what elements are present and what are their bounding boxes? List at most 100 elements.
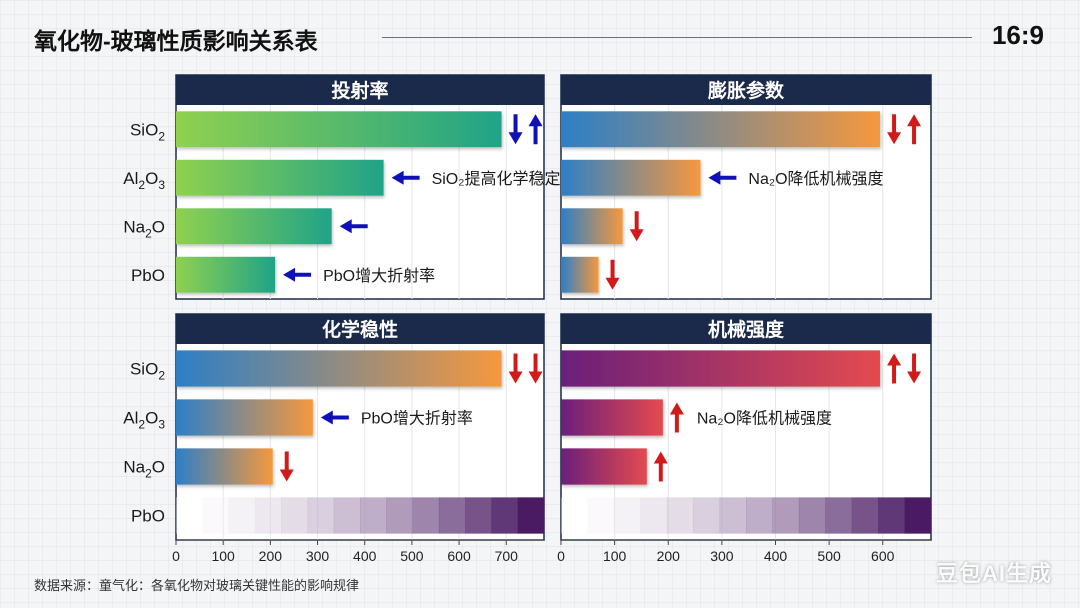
- panel-1-arrow-al2o3-0-head: [391, 170, 404, 185]
- panel-4-heatmap-cell: [613, 497, 641, 534]
- category-label-pbo: PbO: [131, 507, 165, 526]
- panel-4-x-tick-label: 400: [764, 548, 788, 564]
- panel-4-arrow-sio2-1: [907, 353, 922, 384]
- panel-4-x-tick-label: 600: [871, 548, 895, 564]
- panel-3-heatmap-cell: [465, 497, 492, 534]
- panel-4-heatmap-cell: [693, 497, 721, 534]
- panel-4-heatmap-cell: [719, 497, 747, 534]
- panel-4-heatmap-cell: [772, 497, 800, 534]
- panel-4-bar-sio2: [561, 350, 881, 387]
- panel-4-bar-al2o3: [561, 399, 663, 436]
- category-label-al2o3: Al2O3: [123, 409, 165, 432]
- panel-2-arrow-sio2-0: [887, 114, 902, 145]
- page-title: 氧化物-玻璃性质影响关系表: [34, 28, 318, 54]
- panel-3-heatmap-cell: [517, 497, 545, 534]
- panel-4-heatmap-cell: [904, 497, 932, 534]
- panel-4-heatmap-cell: [746, 497, 773, 534]
- panel-2-title: 膨胀参数: [707, 79, 785, 102]
- panel-3-heatmap-cell: [360, 497, 387, 534]
- panel-3-bar-sio2: [176, 350, 502, 387]
- panel-4-annotation-al2o3: Na₂O降低机械强度: [697, 410, 832, 428]
- panel-2-annotation-al2o3: Na₂O降低机械强度: [748, 170, 883, 188]
- panel-3-x-tick-label: 700: [495, 548, 519, 564]
- panel-3-heatmap-cell: [254, 497, 282, 534]
- panel-1-arrow-pbo-0-head: [283, 267, 296, 282]
- panel-3-heatmap-cell: [438, 497, 466, 534]
- panel-4-heatmap-cell: [851, 497, 879, 534]
- panel-2-arrow-na2o-0-head: [629, 229, 644, 242]
- panel-3-x-tick-label: 600: [447, 548, 471, 564]
- category-label-na2o: Na2O: [123, 458, 165, 481]
- panel-4-heatmap-cell: [640, 497, 668, 534]
- panel-4-arrow-na2o-0: [653, 451, 668, 482]
- panel-3-heatmap-cell: [412, 497, 440, 534]
- panel-1-arrow-na2o-0-head: [339, 219, 352, 234]
- panel-3-header: [176, 314, 544, 344]
- panel-2-bar-pbo: [561, 256, 599, 293]
- panel-4-bar-na2o: [561, 448, 647, 485]
- panel-3-arrow-al2o3-0: [320, 410, 349, 425]
- panel-2-arrow-al2o3-0: [708, 170, 737, 185]
- panel-3-arrow-sio2-1-head: [528, 371, 543, 384]
- panel-3-heatmap-cell: [333, 497, 361, 534]
- panel-4-x-tick-label: 500: [817, 548, 841, 564]
- panel-4-heatmap-cell: [825, 497, 853, 534]
- aspect-ratio-label: 16:9: [991, 20, 1044, 50]
- panel-4-header: [561, 314, 931, 344]
- panel-3-title: 化学稳性: [322, 318, 398, 341]
- source-note: 数据来源：童气化：各氧化物对玻璃关键性能的影响规律: [34, 578, 360, 593]
- panel-4-arrow-na2o-0-head: [653, 451, 668, 464]
- panel-1-arrow-sio2-1: [528, 114, 543, 145]
- panel-3-x-tick-label: 400: [353, 548, 377, 564]
- category-label-na2o: Na2O: [123, 217, 165, 240]
- panel-1-annotation-pbo: PbO增大折射率: [323, 267, 435, 285]
- panel-4-arrow-al2o3-0: [669, 402, 684, 433]
- panel-1-bar-sio2: [176, 111, 502, 148]
- panel-3-heatmap-cell: [228, 497, 256, 534]
- panel-3-x-tick-label: 500: [400, 548, 424, 564]
- panel-1-bar-na2o: [176, 208, 332, 245]
- panel-3-x-tick-label: 0: [172, 548, 180, 564]
- panel-3-x-tick-label: 300: [306, 548, 330, 564]
- panel-1-arrow-sio2-0-head: [508, 132, 523, 145]
- category-label-sio2: SiO2: [130, 360, 165, 383]
- panel-1-arrow-pbo-0: [283, 267, 312, 282]
- panel-4-heatmap-cell: [561, 497, 588, 534]
- panel-4-heatmap-cell: [587, 497, 615, 534]
- panel-3-heatmap-cell: [491, 497, 519, 534]
- panel-2-bar-al2o3: [561, 159, 701, 196]
- panel-2-bar-sio2: [561, 111, 881, 148]
- panel-2-arrow-sio2-1-head: [907, 114, 922, 127]
- panel-4-x-tick-label: 200: [657, 548, 681, 564]
- panel-2-arrow-sio2-1: [907, 114, 922, 145]
- panel-4-x-tick-label: 0: [557, 548, 565, 564]
- panel-4-heatmap-cell: [798, 497, 826, 534]
- panel-1-annotation-al2o3: SiO₂提高化学稳定性: [432, 170, 577, 188]
- panel-2-arrow-sio2-0-head: [887, 132, 902, 145]
- panel-3-arrow-al2o3-0-head: [320, 410, 333, 425]
- panel-2-arrow-al2o3-0-head: [708, 170, 721, 185]
- panel-4-arrow-al2o3-0-head: [669, 402, 684, 415]
- panel-3-annotation-al2o3: PbO增大折射率: [361, 410, 473, 428]
- panel-2-header: [561, 75, 931, 105]
- panel-4-heatmap-cell: [878, 497, 906, 534]
- panel-1-bar-al2o3: [176, 159, 384, 196]
- panel-1-bar-pbo: [176, 256, 276, 293]
- panel-1-arrow-al2o3-0: [391, 170, 420, 185]
- panel-1-title: 投射率: [331, 79, 388, 102]
- watermark: 豆包AI生成: [935, 561, 1052, 586]
- panel-2-arrow-pbo-0-head: [605, 277, 620, 290]
- panel-3-arrow-na2o-0-head: [279, 469, 294, 482]
- category-label-sio2: SiO2: [130, 120, 165, 143]
- panel-3-heatmap-cell: [281, 497, 308, 534]
- panel-4-title: 机械强度: [708, 318, 785, 341]
- panel-3-x-tick-label: 100: [211, 548, 235, 564]
- panel-3-arrow-sio2-1: [528, 353, 543, 384]
- category-label-al2o3: Al2O3: [123, 169, 165, 192]
- panel-4-x-tick-label: 300: [710, 548, 734, 564]
- panel-1-header: [176, 75, 544, 105]
- panel-3-bar-na2o: [176, 448, 273, 485]
- category-label-pbo: PbO: [131, 266, 165, 285]
- panel-3-x-tick-label: 200: [259, 548, 283, 564]
